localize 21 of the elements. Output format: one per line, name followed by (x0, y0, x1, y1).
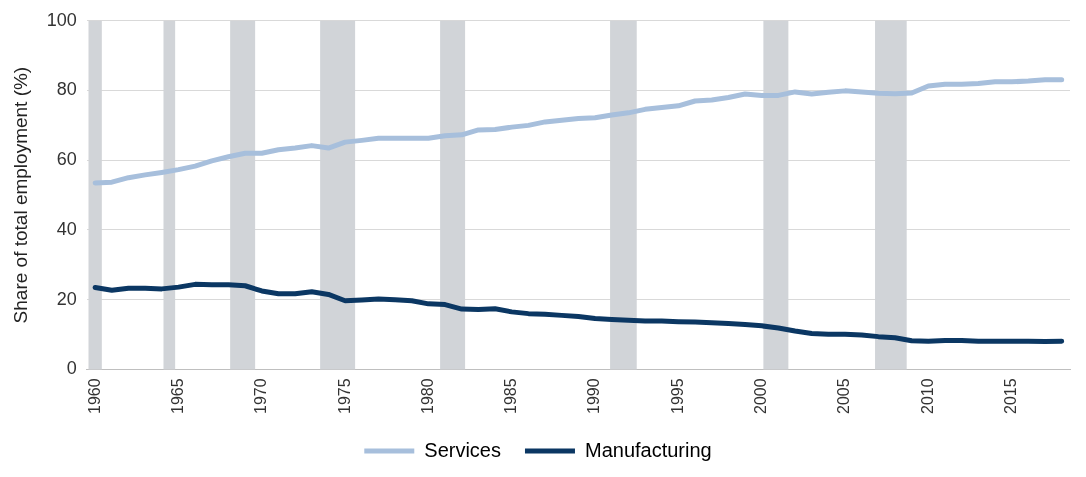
x-tick-label: 1975 (335, 378, 353, 414)
x-tick-label: 1960 (85, 378, 103, 414)
x-tick-label: 2010 (918, 378, 936, 414)
x-tick-label: 1970 (252, 378, 270, 414)
x-tick-label: 1995 (668, 378, 686, 414)
y-tick-label: 40 (56, 218, 77, 239)
x-tick-label: 1965 (168, 378, 186, 414)
x-tick-label: 1990 (585, 378, 603, 414)
x-tick-label: 1980 (418, 378, 436, 414)
y-tick-label: 100 (46, 9, 77, 30)
x-tick-label: 1985 (502, 378, 520, 414)
legend-label: Services (424, 438, 501, 461)
x-tick-label: 2000 (752, 378, 770, 414)
y-tick-label: 20 (56, 288, 77, 309)
y-axis-title: Share of total employment (%) (9, 66, 31, 324)
y-tick-label: 0 (66, 358, 77, 379)
legend-label: Manufacturing (584, 438, 712, 461)
y-tick-label: 60 (56, 149, 77, 170)
x-tick-label: 2015 (1002, 378, 1020, 414)
y-tick-label: 80 (56, 79, 77, 100)
x-tick-label: 2005 (835, 378, 853, 414)
